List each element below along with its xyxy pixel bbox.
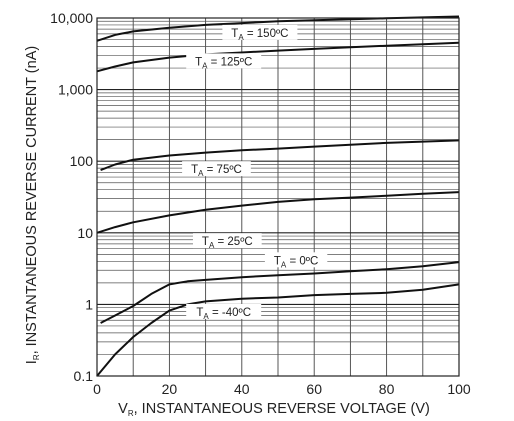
curve-label-3: TA = 25ºC [202,236,253,250]
curve-label-background [264,252,328,268]
x-tick-label: 0 [93,381,101,397]
y-tick-label: 10,000 [50,10,93,26]
curve-label-2: TA = 75ºC [191,164,242,178]
y-tick-label: 1,000 [58,82,93,98]
curve-label-0: TA = 150ºC [231,28,288,42]
y-axis-label: IR, INSTANTANEOUS REVERSE CURRENT (nA) [24,46,41,364]
y-tick-label: 10 [77,225,93,241]
y-tick-label: 1 [85,296,93,312]
series-lines [96,15,460,377]
curve-label-5: TA = -40ºC [196,307,251,321]
x-tick-label: 40 [234,381,250,397]
x-axis-label: VR, INSTANTANEOUS REVERSE VOLTAGE (V) [118,401,430,418]
series-line-5 [96,283,460,377]
series-line-2 [100,139,460,172]
curve-labels: TA = 150ºC TA = 125ºC TA = 75ºC TA = 25ºC TA… [182,24,328,321]
series-line-4 [100,261,460,324]
y-tick-label: 100 [70,153,94,169]
series-line-1 [96,41,460,73]
x-tick-label: 20 [162,381,178,397]
series-line-3 [96,191,460,234]
y-tick-label: 0.1 [74,368,94,384]
curve-label-background [186,53,262,69]
x-tick-label: 60 [306,381,322,397]
plot-frame [96,17,460,377]
x-tick-label: 80 [379,381,395,397]
tick-labels: 0 20 40 60 80 100 0.1 1 10 100 1,000 10,000 [50,10,471,397]
curve-label-background [192,233,262,249]
curve-label-1: TA = 125ºC [195,56,252,70]
curve-label-background [222,24,298,40]
curve-label-4: TA = 0ºC [274,255,318,269]
curve-label-background [182,161,251,177]
x-tick-label: 100 [447,381,471,397]
curve-label-background [186,303,262,319]
